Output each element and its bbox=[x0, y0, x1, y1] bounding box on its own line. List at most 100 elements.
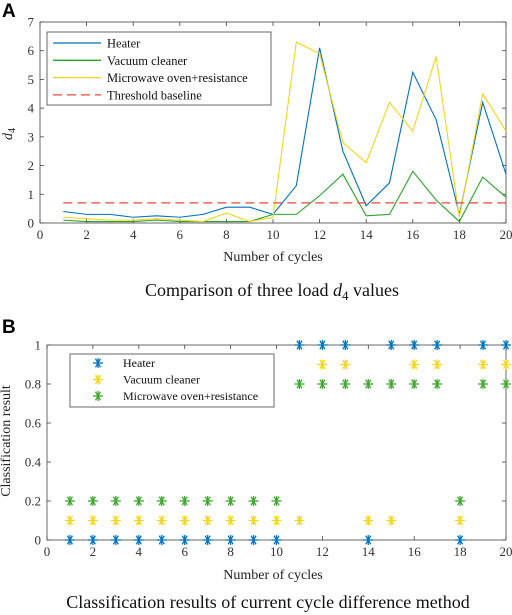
y-tick-label: 5 bbox=[28, 72, 35, 87]
data-point bbox=[386, 515, 397, 526]
data-point bbox=[133, 496, 144, 506]
x-tick-label: 8 bbox=[223, 227, 230, 242]
data-point bbox=[363, 515, 374, 526]
x-tick-label: 18 bbox=[454, 544, 467, 559]
x-tick-label: 12 bbox=[316, 544, 329, 559]
data-point bbox=[225, 515, 236, 526]
y-tick-label: 0.8 bbox=[25, 377, 41, 392]
x-tick-label: 10 bbox=[267, 227, 280, 242]
x-tick-label: 6 bbox=[181, 544, 188, 559]
series-line-microwave-oven-resistance bbox=[63, 41, 507, 223]
y-tick-label: 1 bbox=[35, 338, 42, 353]
data-point bbox=[478, 359, 489, 370]
data-point bbox=[271, 515, 282, 526]
y-tick-label: 2 bbox=[28, 158, 35, 173]
panel-b-chart: 0 2 4 6 8 10 12 14 16 18 20 0 0.2 0.4 0.6 0.8 1 Heater Vac… bbox=[25, 338, 512, 560]
data-point bbox=[202, 535, 213, 545]
data-point bbox=[271, 535, 282, 545]
data-point bbox=[317, 340, 328, 350]
x-tick-label: 16 bbox=[408, 544, 422, 559]
data-point bbox=[363, 535, 374, 545]
data-point bbox=[110, 515, 121, 526]
y-tick-label: 0.6 bbox=[25, 416, 42, 431]
data-point bbox=[294, 515, 305, 526]
legend-marker bbox=[93, 374, 103, 385]
x-tick-label: 14 bbox=[360, 227, 374, 242]
data-point bbox=[432, 379, 443, 389]
data-point bbox=[156, 496, 167, 506]
data-point bbox=[87, 515, 98, 526]
panel-b-caption: Classification results of current cycle … bbox=[66, 592, 470, 612]
y-tick-label: 4 bbox=[28, 101, 35, 116]
panel-b-letter: B bbox=[2, 317, 16, 338]
data-point bbox=[340, 359, 351, 370]
data-point bbox=[87, 535, 98, 545]
legend-marker bbox=[93, 391, 103, 401]
series-line-vacuum-cleaner bbox=[63, 170, 507, 223]
legend-marker bbox=[93, 358, 103, 368]
data-point bbox=[179, 496, 190, 506]
data-point bbox=[271, 496, 282, 506]
y-tick-label: 3 bbox=[28, 129, 35, 144]
y-tick-label: 6 bbox=[28, 43, 35, 58]
y-tick-label: 0 bbox=[35, 533, 42, 548]
data-point bbox=[179, 515, 190, 526]
x-tick-label: 14 bbox=[362, 544, 376, 559]
panel-b-xlabel: Number of cycles bbox=[223, 568, 323, 583]
legend: Heater Vacuum cleaner Microwave oven+resis… bbox=[69, 353, 275, 408]
data-point bbox=[133, 535, 144, 545]
data-point bbox=[409, 359, 420, 370]
data-point bbox=[317, 379, 328, 389]
data-point bbox=[478, 379, 489, 389]
data-point bbox=[64, 496, 75, 506]
data-point bbox=[386, 340, 397, 350]
panel-a-caption: Comparison of three load d4 values bbox=[145, 280, 399, 303]
data-point bbox=[248, 515, 259, 526]
panel-a-xlabel: Number of cycles bbox=[223, 250, 323, 265]
x-tick-label: 6 bbox=[177, 227, 184, 242]
data-point bbox=[156, 515, 167, 526]
data-point bbox=[317, 359, 328, 370]
data-point bbox=[409, 379, 420, 389]
x-tick-label: 12 bbox=[313, 227, 326, 242]
data-point bbox=[156, 535, 167, 545]
x-tick-label: 2 bbox=[90, 544, 97, 559]
legend-label: Microwave oven+resistance bbox=[107, 71, 248, 85]
y-tick-label: 7 bbox=[28, 15, 35, 30]
panel-b-ylabel: Classification result bbox=[0, 385, 14, 497]
legend-box bbox=[69, 353, 275, 408]
data-point bbox=[64, 535, 75, 545]
data-point bbox=[179, 535, 190, 545]
data-point bbox=[110, 496, 121, 506]
data-point bbox=[455, 496, 466, 506]
data-point bbox=[64, 515, 75, 526]
data-point bbox=[87, 496, 98, 506]
x-tick-label: 4 bbox=[130, 227, 137, 242]
data-point bbox=[363, 379, 374, 389]
data-point bbox=[248, 496, 259, 506]
legend: Heater Vacuum cleaner Microwave oven+resis… bbox=[46, 31, 272, 106]
data-point bbox=[432, 340, 443, 350]
series-line-heater bbox=[63, 47, 507, 218]
x-tick-label: 18 bbox=[453, 227, 466, 242]
data-point bbox=[225, 535, 236, 545]
data-point bbox=[340, 340, 351, 350]
x-tick-label: 10 bbox=[270, 544, 283, 559]
y-tick-label: 0 bbox=[28, 216, 35, 231]
legend-label: Microwave oven+resistance bbox=[123, 389, 258, 403]
data-point bbox=[110, 535, 121, 545]
data-point bbox=[386, 379, 397, 389]
data-point bbox=[202, 515, 213, 526]
x-tick-label: 8 bbox=[227, 544, 234, 559]
data-point bbox=[202, 496, 213, 506]
x-tick-label: 16 bbox=[406, 227, 420, 242]
data-point bbox=[501, 340, 511, 350]
panel-a-ylabel: d4 bbox=[1, 128, 18, 140]
x-tick-label: 20 bbox=[500, 227, 512, 242]
x-tick-label: 4 bbox=[136, 544, 143, 559]
data-point bbox=[294, 340, 305, 350]
y-tick-label: 1 bbox=[28, 187, 35, 202]
legend-box bbox=[46, 31, 272, 106]
